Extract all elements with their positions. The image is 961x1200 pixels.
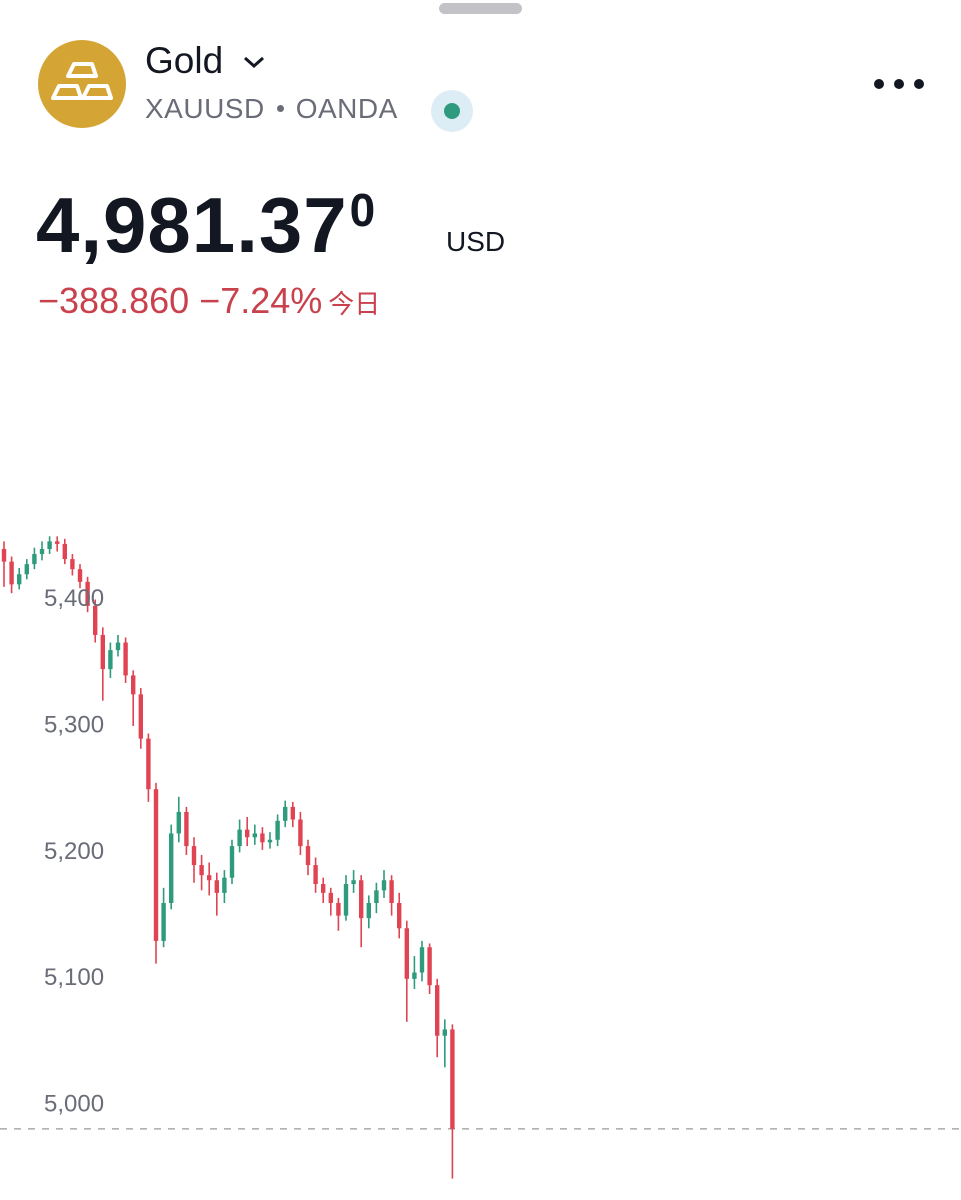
- symbol-logo: [38, 40, 126, 128]
- candle-body: [275, 820, 280, 840]
- candle-body: [404, 928, 409, 979]
- candle-body: [343, 884, 349, 916]
- candle-body: [93, 605, 98, 635]
- candle-body: [412, 972, 417, 979]
- candle-body: [442, 1029, 447, 1036]
- candle-body: [419, 947, 425, 973]
- ticker: XAUUSD: [145, 93, 265, 124]
- candle-body: [100, 634, 105, 670]
- candle-body: [351, 880, 356, 885]
- candle-body: [115, 642, 121, 651]
- y-tick-label: 5,200: [44, 838, 104, 865]
- candle-body: [161, 902, 166, 941]
- exchange: OANDA: [295, 93, 398, 124]
- change: −388.860 −7.24% 今日: [38, 280, 380, 322]
- candle-body: [366, 902, 371, 919]
- candle-body: [260, 833, 265, 843]
- price-value: 4,981.37: [36, 181, 348, 269]
- market-status: [431, 90, 473, 132]
- price: 4,981.370: [36, 180, 376, 271]
- candle-body: [32, 554, 37, 565]
- symbol-title[interactable]: Gold: [145, 40, 224, 81]
- candle-body: [108, 650, 113, 670]
- change-percent: −7.24%: [199, 280, 323, 321]
- candle-body: [283, 806, 288, 821]
- y-tick-label: 5,100: [44, 964, 104, 991]
- candle-body: [214, 880, 219, 893]
- more-button[interactable]: [873, 74, 925, 94]
- candle-body: [427, 947, 432, 986]
- candle-body: [313, 865, 318, 885]
- candle-body: [389, 880, 394, 903]
- symbol-subtitle: XAUUSD OANDA: [145, 93, 398, 125]
- candle-body: [176, 811, 181, 834]
- candle-body: [199, 865, 204, 876]
- candle-body: [131, 675, 136, 695]
- candle-body: [39, 548, 45, 555]
- price-superscript: 0: [349, 184, 377, 236]
- candle-body: [381, 880, 387, 891]
- candle-body: [374, 890, 379, 903]
- candle-body: [47, 541, 52, 549]
- candle-body: [298, 819, 303, 847]
- candle-body: [222, 877, 227, 893]
- candle-body: [62, 543, 67, 560]
- candle-body: [305, 846, 311, 866]
- candle-body: [17, 574, 22, 585]
- y-tick-label: 5,000: [44, 1091, 104, 1118]
- candle-body: [237, 829, 242, 847]
- drag-handle[interactable]: [439, 3, 522, 14]
- candle-body: [321, 884, 326, 893]
- candle-body: [153, 789, 159, 941]
- candle-body: [85, 581, 90, 606]
- candle-body: [146, 738, 151, 790]
- candle-body: [55, 541, 60, 544]
- candle-body: [191, 846, 197, 866]
- candle-body: [169, 833, 174, 903]
- candle-body: [450, 1029, 455, 1129]
- currency: USD: [446, 226, 506, 257]
- candle-body: [1, 548, 7, 562]
- candle-body: [435, 985, 440, 1036]
- candle-body: [123, 642, 128, 676]
- candle-body: [336, 902, 341, 916]
- candle-body: [138, 694, 143, 739]
- candle-body: [184, 811, 189, 847]
- change-value: −388.860: [38, 280, 190, 321]
- candle-body: [328, 892, 333, 903]
- chevron-icon[interactable]: [242, 52, 266, 72]
- candle-body: [207, 875, 212, 881]
- y-tick-label: 5,300: [44, 711, 104, 738]
- y-tick-label: 5,400: [44, 585, 104, 612]
- candle-body: [77, 569, 83, 582]
- candle-body: [245, 829, 250, 838]
- candle-body: [70, 559, 75, 570]
- period: 今日: [328, 289, 381, 319]
- candle-body: [9, 561, 14, 585]
- candle-body: [229, 846, 235, 878]
- candle-body: [290, 806, 295, 820]
- separator: [276, 104, 284, 112]
- candle-body: [24, 564, 29, 575]
- candle-body: [397, 902, 402, 929]
- candle-body: [252, 833, 257, 838]
- candle-body: [359, 880, 364, 919]
- candle-body: [267, 839, 273, 843]
